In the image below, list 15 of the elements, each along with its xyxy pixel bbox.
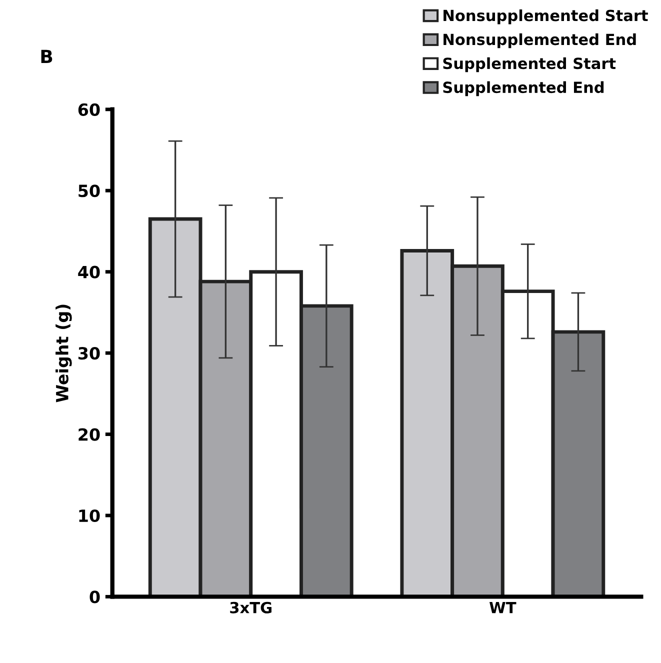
legend-label: Supplemented End: [443, 81, 604, 96]
y-tick-label: 60: [78, 103, 100, 116]
x-tick-label: WT: [489, 602, 516, 614]
x-tick-label: 3xTG: [230, 602, 272, 614]
chart-title: B: [41, 50, 52, 63]
legend-label: Nonsupplemented End: [444, 33, 636, 48]
y-tick-label: 50: [78, 184, 100, 198]
y-tick-label: 30: [78, 347, 100, 360]
y-tick-label: 20: [78, 428, 100, 441]
y-tick-label: 10: [79, 509, 100, 522]
y-tick-label: 0: [90, 590, 100, 604]
legend-label: Nonsupplemented Start: [444, 9, 648, 24]
y-axis-title: Weight (g): [56, 304, 72, 402]
legend-label: Supplemented Start: [443, 57, 616, 72]
y-tick-label: 40: [78, 266, 100, 278]
